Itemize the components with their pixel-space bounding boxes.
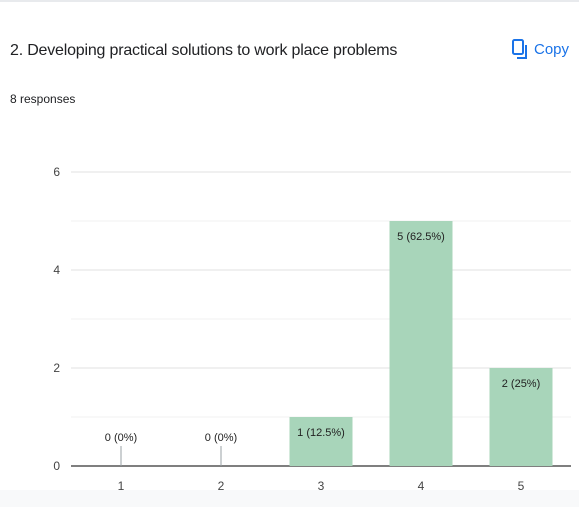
x-tick-label: 5 <box>518 479 525 493</box>
bar <box>389 221 453 466</box>
y-tick-label: 0 <box>53 459 60 473</box>
question-title: 2. Developing practical solutions to wor… <box>10 42 398 59</box>
x-tick-label: 3 <box>318 479 325 493</box>
data-label: 1 (12.5%) <box>297 427 345 439</box>
y-tick-label: 6 <box>53 165 60 179</box>
response-count: 8 responses <box>10 92 76 106</box>
data-label: 0 (0%) <box>105 432 137 444</box>
data-label: 0 (0%) <box>205 432 237 444</box>
bar <box>489 368 553 466</box>
copy-icon <box>512 39 528 59</box>
x-tick-label: 2 <box>218 479 225 493</box>
card-top-border <box>0 0 579 2</box>
copy-label: Copy <box>534 40 570 58</box>
y-tick-label: 2 <box>53 361 60 375</box>
y-tick-label: 4 <box>53 263 60 277</box>
data-label: 5 (62.5%) <box>397 231 445 243</box>
data-label: 2 (25%) <box>502 378 541 390</box>
bar <box>289 417 353 466</box>
card-bottom-strip <box>0 490 579 507</box>
copy-button[interactable]: Copy <box>512 36 569 62</box>
x-tick-label: 4 <box>418 479 425 493</box>
x-tick-label: 1 <box>118 479 125 493</box>
